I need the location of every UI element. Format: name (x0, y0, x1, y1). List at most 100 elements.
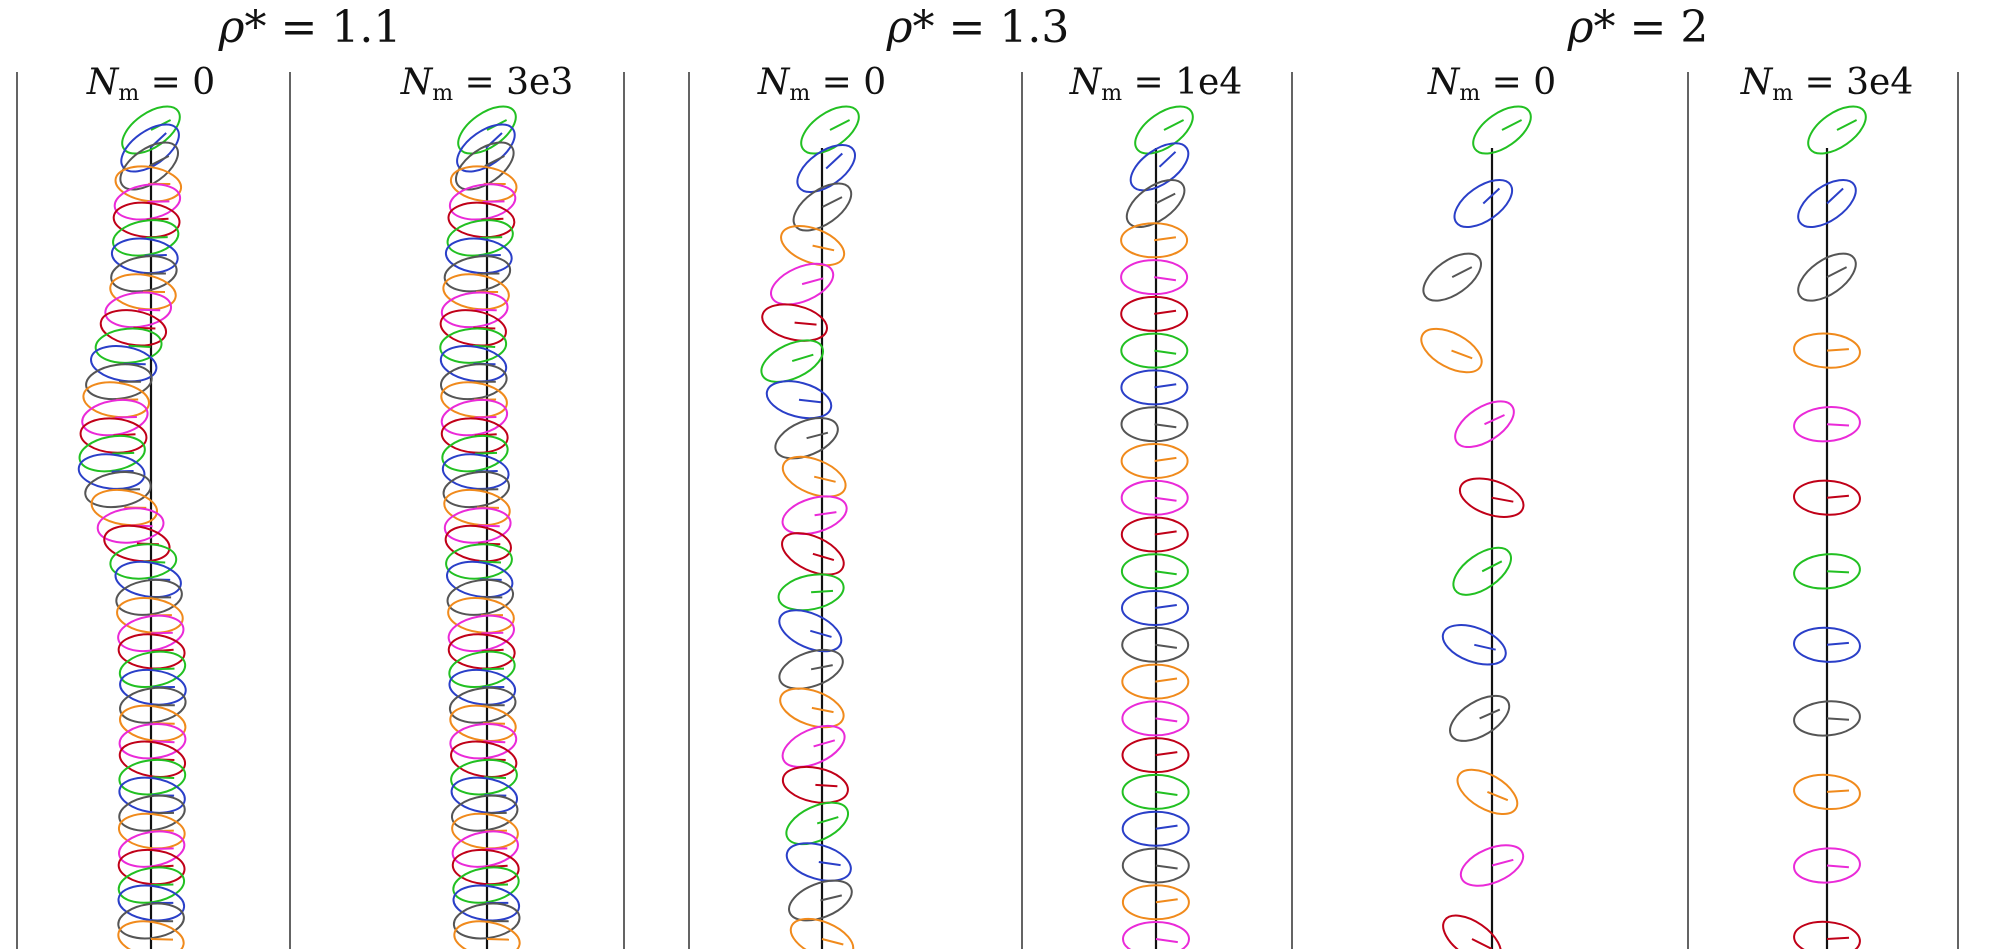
particle-ellipse (441, 453, 510, 490)
particle-ellipse (1121, 590, 1189, 626)
particle-ellipse (449, 723, 518, 760)
orientation-tick (145, 236, 168, 239)
particle-ellipse (439, 327, 508, 364)
particle-ellipse (79, 417, 148, 454)
particle-ellipse (118, 794, 186, 832)
orientation-tick (1491, 496, 1514, 503)
orientation-tick (147, 200, 170, 203)
orientation-tick (1154, 349, 1177, 355)
particle-ellipse (1121, 700, 1190, 737)
particle-ellipse (118, 830, 186, 868)
orientation-tick (148, 155, 170, 167)
orientation-tick (1836, 119, 1858, 131)
group-title-1: ρ* = 1.1 (218, 2, 402, 53)
particle-ellipse (1452, 546, 1512, 596)
particle-ellipse (449, 704, 517, 742)
particle-ellipse (1122, 921, 1190, 949)
particle-ellipse (778, 648, 844, 690)
particle-ellipse (1422, 252, 1482, 302)
particle-ellipse (114, 560, 182, 599)
particle-ellipse (116, 597, 184, 634)
particle-ellipse (1793, 773, 1861, 811)
particle-ellipse (117, 920, 185, 949)
particle-ellipse (440, 381, 508, 419)
orientation-tick (1155, 938, 1178, 944)
particle-ellipse (451, 830, 519, 868)
orientation-tick (151, 883, 174, 887)
orientation-tick (1155, 790, 1178, 796)
particle-ellipse (442, 273, 510, 311)
orientation-tick (152, 776, 175, 779)
particle-ellipse (117, 902, 185, 940)
particle-ellipse (118, 650, 187, 688)
particle-ellipse (1459, 844, 1525, 887)
particle-ellipse (441, 434, 509, 473)
orientation-tick (1155, 864, 1178, 870)
particle-ellipse (450, 794, 519, 832)
particle-ellipse (439, 345, 508, 383)
particle-ellipse (453, 920, 521, 949)
orientation-tick (114, 416, 137, 419)
particle-ellipse (1120, 222, 1189, 259)
orientation-tick (1154, 309, 1177, 315)
orientation-tick (1155, 824, 1178, 830)
particle-ellipse (115, 578, 183, 616)
particle-ellipse (82, 381, 150, 419)
orientation-tick (1451, 266, 1473, 278)
orientation-tick (1826, 187, 1844, 205)
particle-ellipse (440, 417, 509, 454)
particle-ellipse (1441, 624, 1507, 666)
particle-ellipse (99, 309, 168, 347)
orientation-tick (1155, 677, 1178, 683)
orientation-tick (485, 847, 508, 851)
orientation-tick (1826, 423, 1850, 427)
orientation-tick (1501, 119, 1523, 131)
particle-ellipse (1453, 179, 1514, 228)
particle-ellipse (117, 866, 186, 904)
particle-ellipse (440, 363, 508, 401)
orientation-tick (798, 398, 822, 404)
orientation-tick (1155, 751, 1178, 757)
orientation-tick (1163, 119, 1185, 131)
orientation-tick (483, 740, 506, 744)
particle-ellipse (96, 507, 165, 544)
particle-ellipse (1442, 914, 1502, 949)
particle-ellipse (785, 842, 852, 882)
particle-ellipse (119, 668, 187, 706)
orientation-tick (813, 739, 836, 748)
particle-ellipse (1793, 479, 1861, 516)
particle-ellipse (760, 339, 824, 383)
orientation-tick (1153, 276, 1177, 282)
orientation-tick (1474, 643, 1496, 651)
particle-ellipse (778, 609, 843, 653)
particle-ellipse (1120, 406, 1189, 443)
panel-label-5: Nm = 0 (1427, 62, 1557, 106)
particle-ellipse (84, 471, 152, 509)
orientation-tick (821, 196, 843, 208)
particle-ellipse (1121, 884, 1190, 921)
particle-ellipse (1449, 694, 1511, 742)
orientation-tick (1154, 383, 1177, 389)
particle-ellipse (1454, 400, 1515, 449)
orientation-tick (801, 277, 824, 286)
particle-ellipse (449, 165, 518, 203)
particle-ellipse (117, 614, 185, 653)
orientation-tick (810, 664, 833, 671)
particle-ellipse (457, 105, 517, 155)
orientation-tick (1826, 717, 1850, 721)
orientation-tick (1155, 717, 1178, 723)
particle-ellipse (112, 201, 181, 239)
particle-ellipse (119, 704, 187, 742)
particle-ellipse (120, 123, 180, 173)
particle-ellipse (770, 262, 835, 306)
orientation-tick (151, 847, 174, 851)
particle-ellipse (85, 363, 153, 401)
orientation-tick (1826, 570, 1850, 574)
orientation-tick (825, 152, 843, 170)
particle-ellipse (1793, 553, 1861, 590)
particle-ellipse (780, 224, 846, 267)
orientation-tick (1482, 187, 1501, 205)
particle-ellipse (452, 866, 520, 904)
orientation-tick (112, 451, 135, 455)
particle-ellipse (117, 633, 186, 670)
